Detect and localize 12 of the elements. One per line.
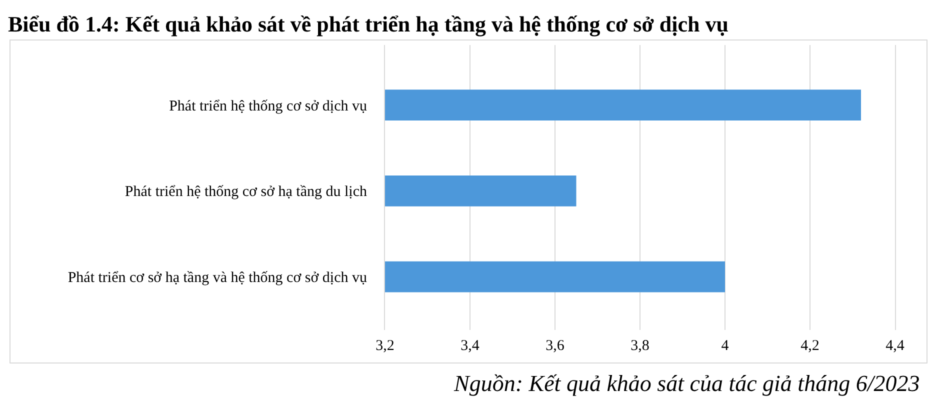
chart-title: Biểu đồ 1.4: Kết quả khảo sát về phát triển hạ tầng và hệ thống cơ sở dịch vụ xyxy=(8,12,729,37)
x-tick-label: 3,8 xyxy=(630,338,650,354)
x-tick-label: 3,4 xyxy=(460,338,480,354)
x-tick-label: 4,2 xyxy=(800,338,820,354)
y-tick-label: Phát triển cơ sở hạ tầng và hệ thống cơ sở dịch vụ xyxy=(68,270,368,286)
text: Nguồn: Kết quả khảo sát của tác giả tháng 6/2023 xyxy=(453,371,920,396)
x-tick-label: 4 xyxy=(721,338,730,354)
x-tick-label: 4,4 xyxy=(886,338,905,354)
x-tick-label: 3,6 xyxy=(546,338,565,354)
x-tick-label: 3,2 xyxy=(376,338,394,354)
y-tick-label: Phát triển hệ thống cơ sở dịch vụ xyxy=(169,98,368,114)
y-tick-label: Phát triển hệ thống cơ sở hạ tầng du lịch xyxy=(124,184,368,200)
